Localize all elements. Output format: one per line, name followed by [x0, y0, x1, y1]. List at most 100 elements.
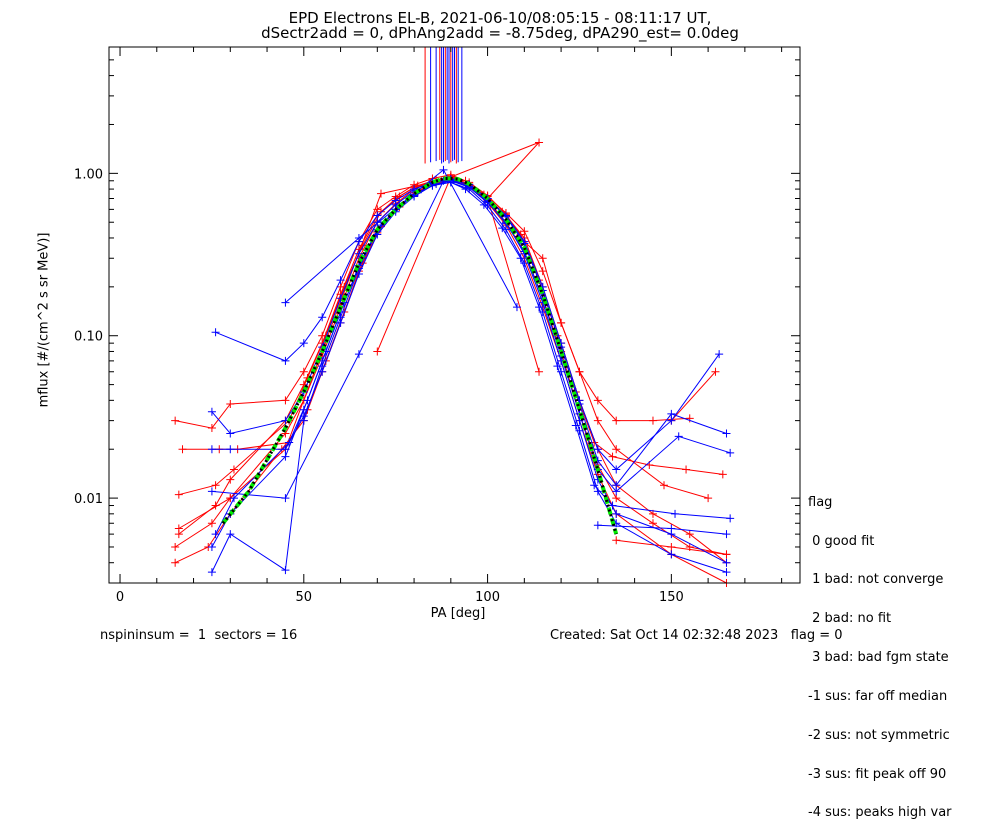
data-point-marker [667, 524, 676, 533]
data-point-marker [207, 487, 216, 496]
data-point-marker [354, 249, 363, 258]
data-point-marker [501, 225, 510, 234]
data-point-marker [229, 494, 238, 503]
data-point-marker [207, 568, 216, 577]
data-point-marker [281, 298, 290, 307]
legend-item: 2 bad: no fit [808, 611, 892, 627]
data-point-marker [211, 530, 220, 539]
data-point-marker [483, 201, 492, 210]
data-point-marker [226, 429, 235, 438]
axis-frame [108, 46, 801, 584]
data-point-marker [722, 429, 731, 438]
data-point-marker [299, 367, 308, 376]
data-point-marker [667, 550, 676, 559]
data-point-marker [229, 465, 238, 474]
data-point-marker [608, 452, 617, 461]
data-point-marker [612, 509, 621, 518]
data-point-marker [207, 519, 216, 528]
data-point-marker [667, 416, 676, 425]
data-point-marker [174, 490, 183, 499]
data-point-marker [575, 426, 584, 435]
legend-item: 3 bad: bad fgm state [808, 650, 949, 666]
data-point-marker [318, 362, 327, 371]
data-point-marker [593, 445, 602, 454]
data-point-marker [376, 189, 385, 198]
flag-legend: flag 0 good fit 1 bad: not converge 2 ba… [808, 471, 952, 833]
legend-item: -3 sus: fit peak off 90 [808, 766, 947, 782]
data-point-marker [207, 542, 216, 551]
data-point-marker [711, 367, 720, 376]
data-point-marker [373, 211, 382, 220]
footer-left-info: nspininsum = 1 sectors = 16 [100, 628, 298, 643]
data-point-marker [354, 233, 363, 242]
series-line [175, 174, 690, 429]
data-point-marker [207, 424, 216, 433]
data-point-marker [722, 558, 731, 567]
data-point-marker [538, 267, 547, 276]
data-point-marker [318, 313, 327, 322]
x-tick-label: 50 [296, 590, 313, 605]
data-point-marker [593, 487, 602, 496]
data-point-marker [299, 416, 308, 425]
y-tick-label: 0.01 [74, 492, 103, 507]
plot-area: 0 50 100 150 0.01 0.10 1.00 [74, 46, 801, 605]
data-point-marker [226, 399, 235, 408]
data-point-marker [281, 356, 290, 365]
series-line [215, 181, 731, 535]
legend-item: -1 sus: far off median [808, 688, 948, 704]
series-line [174, 176, 727, 564]
data-point-marker [512, 303, 521, 312]
series-line [211, 180, 727, 564]
y-axis-label: mflux [#/(cm^2 s sr MeV)] [36, 232, 52, 408]
data-point-marker [174, 524, 183, 533]
data-point-marker [667, 409, 676, 418]
data-point-marker [535, 138, 544, 147]
data-point-marker [575, 367, 584, 376]
legend-item: -2 sus: not symmetric [808, 727, 950, 743]
data-point-marker [612, 536, 621, 545]
data-point-marker [612, 416, 621, 425]
legend-item: -4 sus: peaks high var [808, 805, 952, 821]
data-point-marker [612, 494, 621, 503]
series-line [671, 371, 716, 421]
data-point-marker [535, 367, 544, 376]
data-point-marker [553, 362, 562, 371]
series-line [211, 180, 444, 499]
data-point-marker [671, 509, 680, 518]
data-point-marker [171, 558, 180, 567]
footer-created-info: Created: Sat Oct 14 02:32:48 2023 flag =… [550, 628, 843, 643]
series-line [285, 169, 518, 308]
data-point-marker [722, 568, 731, 577]
chart-title-line1: EPD Electrons EL-B, 2021-06-10/08:05:15 … [288, 9, 712, 27]
data-point-marker [439, 165, 448, 174]
data-point-marker [648, 416, 657, 425]
data-point-marker [226, 530, 235, 539]
data-point-marker [211, 481, 220, 490]
data-point-marker [299, 339, 308, 348]
legend-item: 0 good fit [808, 533, 875, 549]
y-tick-label: 0.10 [74, 330, 103, 345]
data-point-marker [281, 566, 290, 575]
data-point-marker [660, 481, 669, 490]
data-point-marker [726, 448, 735, 457]
fit-curve-green [221, 176, 619, 535]
y-tick-label: 1.00 [74, 167, 103, 182]
legend-item: 1 bad: not converge [808, 572, 944, 588]
x-tick-label: 100 [475, 590, 500, 605]
data-point-marker [685, 530, 694, 539]
data-point-marker [336, 276, 345, 285]
data-point-marker [667, 542, 676, 551]
data-point-marker [281, 396, 290, 405]
data-point-marker [281, 452, 290, 461]
data-point-marker [590, 481, 599, 490]
data-point-marker [439, 176, 448, 185]
series-line [182, 175, 723, 475]
x-axis-label: PA [deg] [430, 606, 486, 621]
series-line [174, 179, 727, 584]
data-point-marker [612, 481, 621, 490]
data-point-marker [373, 218, 382, 227]
data-point-marker [281, 445, 290, 454]
data-point-marker [538, 307, 547, 316]
data-point-marker [718, 470, 727, 479]
data-point-marker [593, 416, 602, 425]
